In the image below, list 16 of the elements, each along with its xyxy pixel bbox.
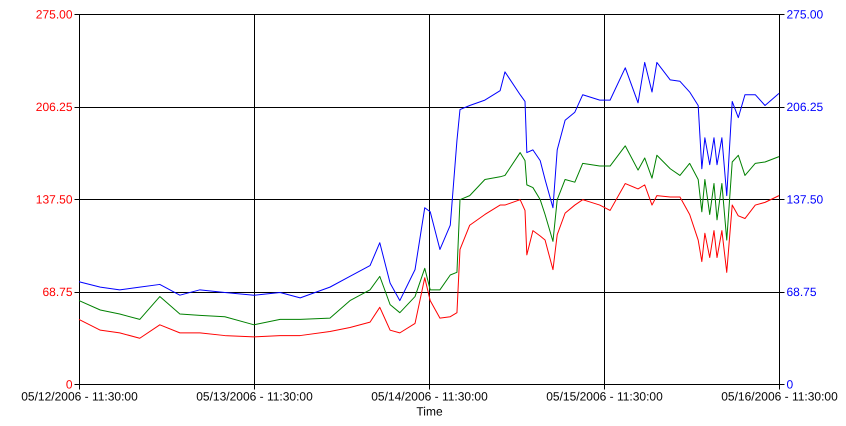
x-axis-title: Time xyxy=(416,404,443,418)
y2-tick-label: 137.50 xyxy=(786,192,824,206)
x-tick-label: 05/14/2006 - 11:30:00 xyxy=(371,390,488,404)
x-tick-label: 05/12/2006 - 11:30:00 xyxy=(21,390,138,404)
y-tick-label: 206.25 xyxy=(36,100,73,114)
y-tick-label: 275.00 xyxy=(36,8,73,22)
x-tick-label: 05/15/2006 - 11:30:00 xyxy=(546,390,664,404)
x-tick-label: 05/13/2006 - 11:30:00 xyxy=(196,390,314,404)
y-tick-label: 0 xyxy=(66,378,73,392)
y2-tick-label: 206.25 xyxy=(786,100,824,114)
y2-tick-label: 0 xyxy=(786,378,794,392)
y2-tick-label: 68.75 xyxy=(786,285,817,299)
y-tick-label: 68.75 xyxy=(42,285,73,299)
y-tick-label: 137.50 xyxy=(36,192,73,206)
y2-tick-label: 275.00 xyxy=(786,8,824,22)
x-tick-label: 05/16/2006 - 11:30:00 xyxy=(721,390,838,404)
